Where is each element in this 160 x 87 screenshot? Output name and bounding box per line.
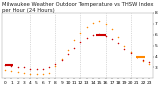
Point [123,45,126,46]
Point [16,67,19,68]
Point [148,61,151,63]
Point [85,37,88,39]
Point [48,72,50,74]
Point [104,35,107,37]
Point [42,73,44,75]
Point [35,73,38,75]
Point [23,72,25,74]
Point [29,68,32,69]
Point [142,60,144,62]
Point [85,26,88,28]
Point [98,33,100,34]
Point [54,66,57,67]
Point [98,20,100,21]
Point [73,39,76,41]
Point [79,32,82,33]
Point [117,43,119,44]
Point [60,59,63,61]
Point [29,73,32,75]
Point [67,49,69,51]
Point [4,65,7,66]
Point [48,67,50,68]
Point [16,71,19,73]
Point [10,66,13,67]
Point [79,42,82,43]
Point [54,64,57,65]
Point [123,48,126,50]
Point [142,59,144,61]
Point [104,23,107,25]
Point [136,56,138,57]
Point [67,54,69,55]
Point [111,29,113,30]
Point [129,53,132,54]
Point [73,47,76,49]
Point [4,69,7,70]
Point [23,67,25,68]
Point [136,56,138,57]
Point [148,64,151,65]
Point [111,38,113,40]
Point [92,22,94,23]
Point [129,52,132,53]
Point [42,68,44,69]
Point [10,70,13,71]
Point [92,34,94,35]
Text: Milwaukee Weather Outdoor Temperature vs THSW Index per Hour (24 Hours): Milwaukee Weather Outdoor Temperature vs… [2,2,154,13]
Point [117,36,119,38]
Point [35,68,38,69]
Point [60,58,63,59]
